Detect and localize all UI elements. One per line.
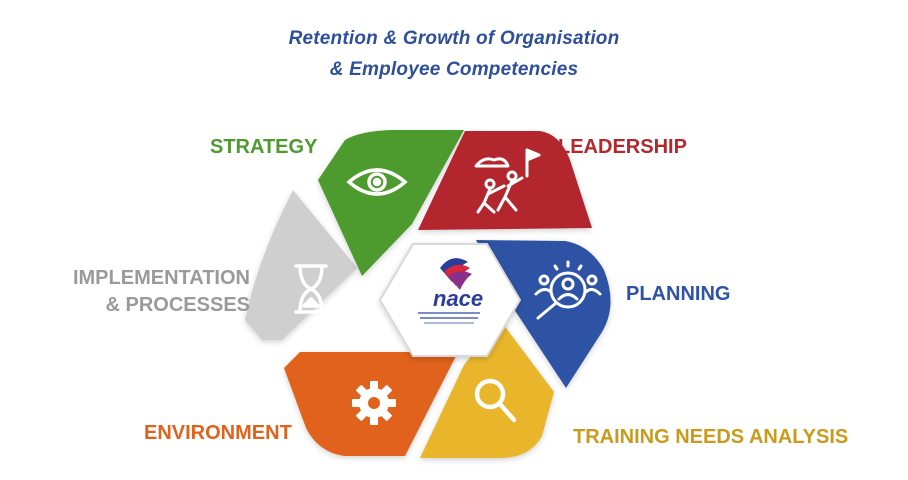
hourglass-icon	[294, 264, 328, 314]
climbing-team-icon	[474, 148, 541, 214]
people-search-icon	[534, 260, 602, 320]
segment-strategy	[318, 130, 464, 276]
label-leadership: LEADERSHIP	[558, 136, 687, 158]
center-hexagon	[378, 243, 522, 357]
eye-icon	[346, 168, 408, 196]
segment-leadership	[418, 131, 592, 230]
diagram-title-line-1: Retention & Growth of Organisation	[288, 28, 620, 49]
nace-logo: nace	[418, 258, 483, 324]
label-strategy: STRATEGY	[210, 136, 318, 158]
label-training-needs-analysis: TRAINING NEEDS ANALYSIS	[573, 426, 849, 448]
logo-tagline-line-1	[418, 312, 480, 314]
gear-icon	[352, 381, 396, 425]
logo-tagline-line-3	[424, 322, 474, 324]
label-implementation-processes: IMPLEMENTATION & PROCESSES	[72, 267, 250, 316]
label-environment: ENVIRONMENT	[144, 422, 292, 444]
logo-tagline-line-2	[420, 317, 478, 319]
logo-text: nace	[433, 286, 483, 311]
label-planning: PLANNING	[626, 283, 731, 305]
logo-swoosh-purple	[448, 271, 472, 290]
segment-training-needs-analysis	[420, 320, 554, 458]
magnifier-icon	[474, 378, 517, 423]
diagram-title-line-2: & Employee Competencies	[329, 59, 579, 80]
